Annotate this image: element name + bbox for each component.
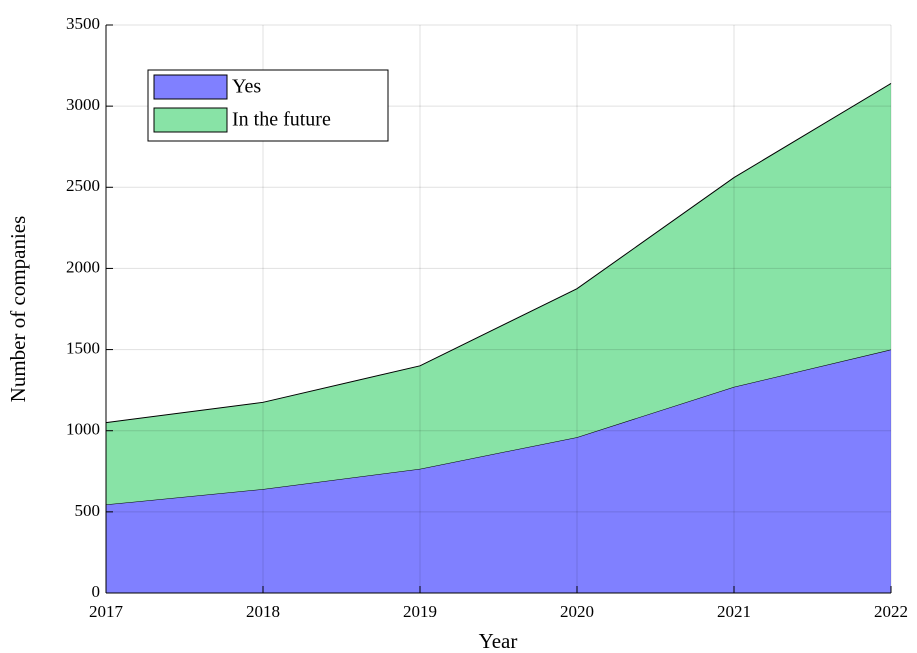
x-tick-label: 2019 <box>403 602 437 621</box>
legend-label: Yes <box>232 76 261 98</box>
axes: 0 500 1000 1500 2000 2500 3000 3500 2017 2018 2019… <box>66 14 908 621</box>
y-tick-label: 500 <box>75 501 101 520</box>
y-tick-label: 3500 <box>66 14 100 33</box>
y-tick-label: 1500 <box>66 338 100 357</box>
y-tick-label: 2000 <box>66 257 100 276</box>
y-tick-label: 0 <box>92 582 101 601</box>
legend-swatch <box>153 107 228 133</box>
legend-swatch <box>153 74 228 100</box>
x-tick-label: 2020 <box>560 602 594 621</box>
x-tick-label: 2017 <box>89 602 124 621</box>
legend: Yes In the future <box>147 69 389 142</box>
x-axis-label: Year <box>479 629 518 653</box>
plot-areas <box>105 82 892 593</box>
x-tick-label: 2018 <box>246 602 280 621</box>
x-tick-label: 2022 <box>874 602 908 621</box>
y-tick-label: 1000 <box>66 420 100 439</box>
area-edge <box>105 82 892 424</box>
x-tick-label: 2021 <box>717 602 751 621</box>
y-axis-label: Number of companies <box>6 216 30 403</box>
y-tick-label: 3000 <box>66 95 100 114</box>
y-tick-label: 2500 <box>66 176 100 195</box>
legend-label: In the future <box>232 109 331 131</box>
area <box>106 349 891 593</box>
area <box>106 83 891 505</box>
